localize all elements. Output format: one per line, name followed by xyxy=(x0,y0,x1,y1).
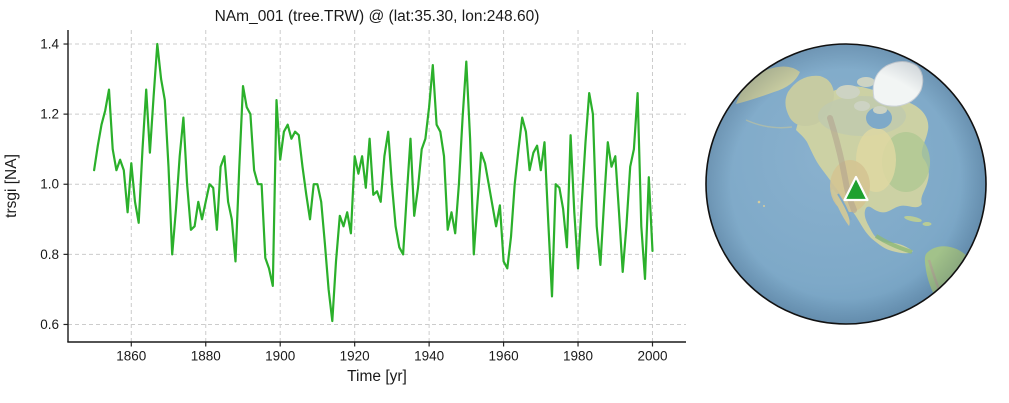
x-tick-label: 1980 xyxy=(563,349,593,364)
y-tick-label: 1.0 xyxy=(40,177,59,192)
x-axis-label: Time [yr] xyxy=(347,368,407,385)
y-tick-label: 1.4 xyxy=(40,37,59,52)
x-tick-label: 1860 xyxy=(116,349,146,364)
chart-title: NAm_001 (tree.TRW) @ (lat:35.30, lon:248… xyxy=(215,8,540,25)
axes-ticks xyxy=(63,43,654,347)
timeseries-chart: 1860 1880 1900 1920 1940 1960 1980 2000 0.6 0.8 1.… xyxy=(3,8,686,385)
globe-map xyxy=(705,43,987,325)
site-marker xyxy=(843,175,869,202)
y-axis-label: trsgi [NA] xyxy=(3,154,20,218)
x-tick-label: 2000 xyxy=(637,349,667,364)
spines xyxy=(67,30,686,343)
y-tick-label: 0.6 xyxy=(40,317,59,332)
globe-limb-shading xyxy=(706,44,986,324)
x-tick-label: 1900 xyxy=(265,349,295,364)
series-line xyxy=(92,42,654,323)
tick-labels: 1860 1880 1900 1920 1940 1960 1980 2000 0.6 0.8 1.… xyxy=(40,37,667,364)
x-tick-label: 1940 xyxy=(414,349,444,364)
y-tick-label: 0.8 xyxy=(40,247,59,262)
y-tick-label: 1.2 xyxy=(40,107,59,122)
plot-area: 1860 1880 1900 1920 1940 1960 1980 2000 0.6 0.8 1.… xyxy=(40,30,686,364)
x-tick-label: 1880 xyxy=(191,349,221,364)
timeseries-panel: 1860 1880 1900 1920 1940 1960 1980 2000 0.6 0.8 1.… xyxy=(3,8,686,385)
x-tick-label: 1920 xyxy=(340,349,370,364)
x-tick-label: 1960 xyxy=(489,349,519,364)
globe-outline xyxy=(705,43,987,325)
globe-panel xyxy=(700,0,1009,403)
